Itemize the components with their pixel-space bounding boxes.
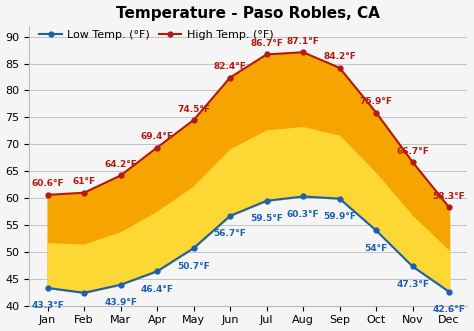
Text: 74.5°F: 74.5°F	[177, 105, 210, 114]
Text: 64.2°F: 64.2°F	[104, 160, 137, 169]
Legend: Low Temp. (°F), High Temp. (°F): Low Temp. (°F), High Temp. (°F)	[35, 26, 278, 45]
Text: 43.9°F: 43.9°F	[104, 298, 137, 307]
Text: 42.6°F: 42.6°F	[433, 305, 465, 314]
Text: 46.4°F: 46.4°F	[141, 285, 173, 294]
Text: 56.7°F: 56.7°F	[214, 229, 246, 238]
Text: 50.7°F: 50.7°F	[177, 261, 210, 271]
Text: 42.4°F: 42.4°F	[0, 330, 1, 331]
Text: 75.9°F: 75.9°F	[360, 97, 392, 106]
Text: 61°F: 61°F	[73, 177, 96, 186]
Text: 84.2°F: 84.2°F	[323, 52, 356, 62]
Text: 59.9°F: 59.9°F	[323, 212, 356, 221]
Title: Temperature - Paso Robles, CA: Temperature - Paso Robles, CA	[117, 6, 380, 21]
Text: 82.4°F: 82.4°F	[214, 62, 246, 71]
Text: 43.3°F: 43.3°F	[31, 302, 64, 310]
Text: 87.1°F: 87.1°F	[287, 37, 319, 46]
Text: 60.6°F: 60.6°F	[31, 179, 64, 188]
Text: 58.3°F: 58.3°F	[433, 192, 465, 201]
Text: 59.5°F: 59.5°F	[250, 214, 283, 223]
Text: 69.4°F: 69.4°F	[141, 132, 173, 141]
Text: 47.3°F: 47.3°F	[396, 280, 429, 289]
Text: 86.7°F: 86.7°F	[250, 39, 283, 48]
Text: 66.7°F: 66.7°F	[396, 147, 429, 156]
Text: 60.3°F: 60.3°F	[287, 210, 319, 219]
Text: 54°F: 54°F	[365, 244, 388, 253]
